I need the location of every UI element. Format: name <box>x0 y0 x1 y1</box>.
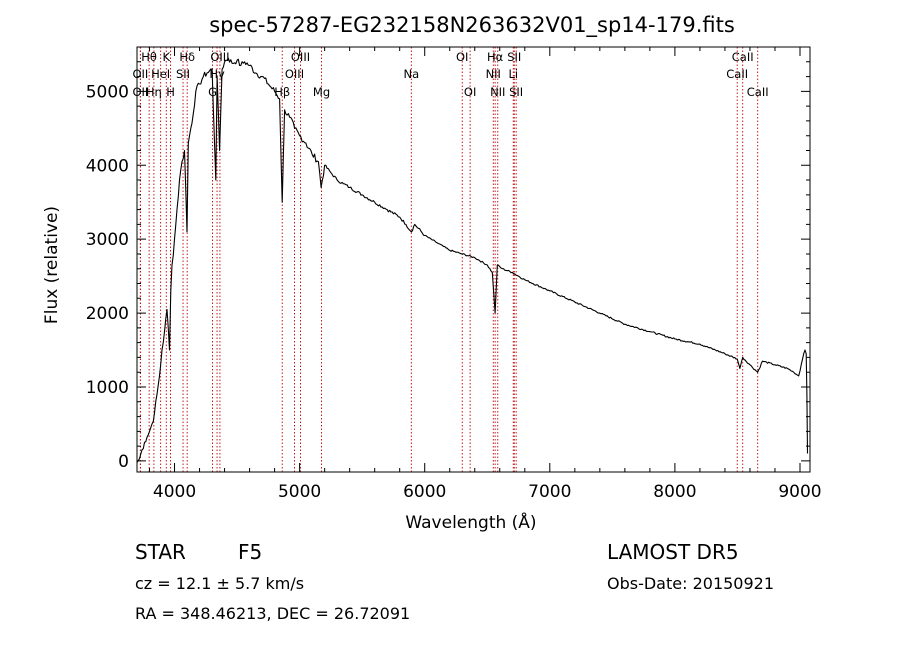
line-label-14: Hβ <box>274 85 290 99</box>
line-label-20: SII <box>507 50 521 64</box>
x-tick-label-2: 6000 <box>403 482 446 502</box>
line-label-3: Hη <box>146 85 162 99</box>
line-label-27: CaII <box>747 85 769 99</box>
line-label-7: Hδ <box>179 50 195 64</box>
line-label-10: Hγ <box>209 67 225 81</box>
line-label-12: OIII <box>291 50 310 64</box>
y-tick-label-2: 2000 <box>86 304 129 324</box>
x-axis-label: Wavelength (Å) <box>405 511 536 533</box>
object-subclass: F5 <box>238 540 262 564</box>
plot-frame <box>136 46 811 473</box>
line-label-1: OII <box>132 67 148 81</box>
x-tick-label-5: 9000 <box>778 482 821 502</box>
line-label-13: OIII <box>285 67 304 81</box>
line-label-23: NII <box>490 85 505 99</box>
line-label-2: OII <box>132 85 148 99</box>
line-label-25: CaII <box>732 50 754 64</box>
coordinates: RA = 348.46213, DEC = 26.72091 <box>135 604 410 623</box>
redshift-info: cz = 12.1 ± 5.7 km/s <box>135 574 304 593</box>
object-class: STAR <box>135 540 186 564</box>
line-label-17: OI <box>456 50 468 64</box>
y-axis-label: Flux (relative) <box>42 206 62 324</box>
line-label-5: HeI <box>151 67 170 81</box>
y-tick-label-3: 3000 <box>86 230 129 250</box>
x-tick-label-3: 7000 <box>528 482 571 502</box>
line-label-19: Hα <box>487 50 504 64</box>
line-label-8: SII <box>176 67 190 81</box>
x-tick-label-1: 5000 <box>278 482 321 502</box>
survey-name: LAMOST DR5 <box>607 540 739 564</box>
line-label-24: SII <box>509 85 523 99</box>
line-label-4: K <box>162 50 170 64</box>
spectrum-line <box>136 57 809 463</box>
y-tick-label-1: 1000 <box>86 378 129 398</box>
chart-title: spec-57287-EG232158N263632V01_sp14-179.f… <box>209 13 735 38</box>
x-tick-label-4: 8000 <box>653 482 696 502</box>
y-tick-label-5: 5000 <box>86 82 129 102</box>
line-label-18: OI <box>464 85 476 99</box>
y-tick-label-4: 4000 <box>86 156 129 176</box>
line-label-0: Hθ <box>141 50 157 64</box>
x-axis-ticks: 4000 5000 6000 7000 8000 9000 <box>149 47 822 502</box>
x-tick-label-0: 4000 <box>153 482 196 502</box>
line-label-16: Na <box>404 67 420 81</box>
obs-date: Obs-Date: 20150921 <box>607 574 774 593</box>
emission-line-markers <box>139 47 759 472</box>
line-label-15: Mg <box>313 85 330 99</box>
line-label-6: H <box>166 85 175 99</box>
line-label-22: Li <box>508 67 518 81</box>
line-label-26: CaII <box>726 67 748 81</box>
y-axis-ticks: 0 1000 2000 3000 4000 5000 <box>86 61 810 472</box>
line-label-21: NII <box>486 67 501 81</box>
line-label-9: OIII <box>210 50 229 64</box>
y-tick-label-0: 0 <box>118 452 129 472</box>
